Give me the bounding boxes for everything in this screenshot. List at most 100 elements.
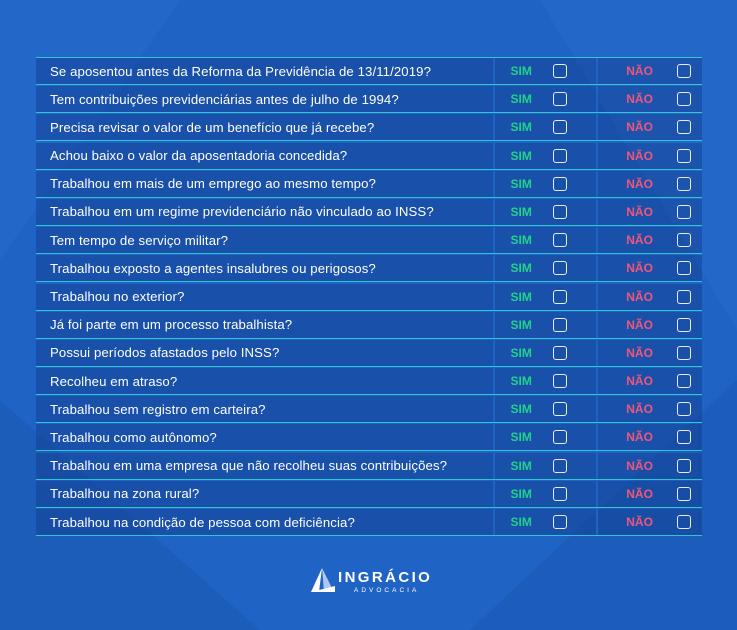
yes-label: SIM	[510, 317, 532, 332]
no-option: NÃO	[598, 198, 703, 225]
question-text: Achou baixo o valor da aposentadoria con…	[36, 142, 493, 169]
column-divider	[596, 396, 599, 423]
yes-label: SIM	[510, 233, 532, 248]
question-row: Trabalhou exposto a agentes insalubres o…	[36, 255, 703, 283]
no-checkbox[interactable]	[677, 204, 692, 219]
no-label: NÃO	[626, 64, 653, 78]
yes-label: SIM	[510, 430, 532, 445]
yes-label: SIM	[510, 458, 532, 473]
no-checkbox[interactable]	[677, 64, 692, 78]
question-text: Trabalhou em mais de um emprego ao mesmo…	[36, 170, 493, 197]
no-option: NÃO	[598, 368, 703, 395]
column-divider	[596, 198, 599, 225]
yes-label: SIM	[510, 261, 532, 276]
no-checkbox[interactable]	[677, 233, 692, 248]
yes-checkbox[interactable]	[552, 486, 567, 501]
yes-checkbox[interactable]	[552, 233, 567, 248]
yes-label: SIM	[510, 176, 532, 191]
column-divider	[492, 170, 495, 197]
no-checkbox[interactable]	[677, 374, 692, 389]
column-divider	[492, 198, 495, 225]
yes-checkbox[interactable]	[552, 402, 567, 417]
yes-checkbox[interactable]	[552, 64, 567, 78]
yes-checkbox[interactable]	[552, 204, 567, 219]
no-option: NÃO	[598, 424, 703, 451]
no-checkbox[interactable]	[677, 402, 692, 417]
column-divider	[492, 227, 495, 254]
yes-checkbox[interactable]	[552, 458, 567, 473]
question-row: Trabalhou sem registro em carteira? SIM NÃ…	[36, 396, 703, 424]
column-divider	[492, 58, 495, 84]
no-checkbox[interactable]	[677, 92, 692, 107]
question-text: Trabalhou exposto a agentes insalubres o…	[36, 255, 493, 282]
column-divider	[596, 424, 599, 451]
yes-checkbox[interactable]	[552, 515, 567, 529]
column-divider	[492, 368, 495, 395]
no-checkbox[interactable]	[677, 176, 692, 191]
logo-tagline: ADVOCACIA	[354, 587, 420, 594]
no-checkbox[interactable]	[677, 148, 692, 163]
question-text: Tem tempo de serviço militar?	[36, 227, 493, 254]
no-checkbox[interactable]	[677, 317, 692, 332]
yes-option: SIM	[494, 452, 597, 479]
yes-checkbox[interactable]	[552, 92, 567, 107]
no-checkbox[interactable]	[677, 120, 692, 135]
no-option: NÃO	[598, 480, 703, 507]
no-label: NÃO	[626, 204, 653, 219]
yes-checkbox[interactable]	[552, 261, 567, 276]
question-row: Recolheu em atraso? SIM NÃO	[36, 368, 703, 396]
question-text: Trabalhou em uma empresa que não recolhe…	[36, 452, 493, 479]
yes-option: SIM	[494, 170, 597, 197]
no-checkbox[interactable]	[677, 289, 692, 304]
yes-option: SIM	[494, 86, 597, 113]
yes-checkbox[interactable]	[552, 345, 567, 360]
question-text: Trabalhou na condição de pessoa com defi…	[36, 509, 493, 535]
no-checkbox[interactable]	[677, 261, 692, 276]
column-divider	[596, 86, 599, 113]
no-checkbox[interactable]	[677, 515, 692, 529]
no-option: NÃO	[598, 396, 703, 423]
no-label: NÃO	[626, 515, 653, 529]
yes-checkbox[interactable]	[552, 148, 567, 163]
no-option: NÃO	[598, 142, 703, 169]
yes-checkbox[interactable]	[552, 289, 567, 304]
yes-checkbox[interactable]	[552, 176, 567, 191]
yes-checkbox[interactable]	[552, 430, 567, 445]
yes-checkbox[interactable]	[552, 374, 567, 389]
yes-label: SIM	[510, 120, 532, 135]
question-text: Trabalhou como autônomo?	[36, 424, 493, 451]
yes-label: SIM	[510, 64, 532, 78]
question-row: Tem contribuições previdenciárias antes …	[36, 86, 703, 114]
no-label: NÃO	[626, 92, 653, 107]
yes-label: SIM	[510, 486, 532, 501]
column-divider	[492, 86, 495, 113]
question-row: Já foi parte em um processo trabalhista?…	[36, 311, 703, 339]
yes-checkbox[interactable]	[552, 317, 567, 332]
column-divider	[596, 509, 599, 535]
yes-option: SIM	[494, 58, 597, 84]
question-row: Trabalhou na condição de pessoa com defi…	[36, 509, 703, 536]
yes-label: SIM	[510, 515, 532, 529]
yes-option: SIM	[494, 480, 597, 507]
no-label: NÃO	[626, 486, 653, 501]
no-checkbox[interactable]	[677, 345, 692, 360]
question-row: Achou baixo o valor da aposentadoria con…	[36, 142, 703, 170]
column-divider	[596, 58, 599, 84]
no-checkbox[interactable]	[677, 458, 692, 473]
column-divider	[596, 339, 599, 366]
no-checkbox[interactable]	[677, 486, 692, 501]
question-text: Já foi parte em um processo trabalhista?	[36, 311, 493, 338]
yes-checkbox[interactable]	[552, 120, 567, 135]
yes-option: SIM	[494, 114, 597, 141]
yes-option: SIM	[494, 396, 597, 423]
column-divider	[492, 283, 495, 310]
yes-option: SIM	[494, 368, 597, 395]
column-divider	[492, 424, 495, 451]
no-checkbox[interactable]	[677, 430, 692, 445]
yes-label: SIM	[510, 289, 532, 304]
yes-label: SIM	[510, 374, 532, 389]
question-text: Trabalhou sem registro em carteira?	[36, 396, 493, 423]
no-label: NÃO	[626, 176, 653, 191]
no-label: NÃO	[626, 402, 653, 417]
question-row: Trabalhou na zona rural? SIM NÃO	[36, 480, 703, 508]
